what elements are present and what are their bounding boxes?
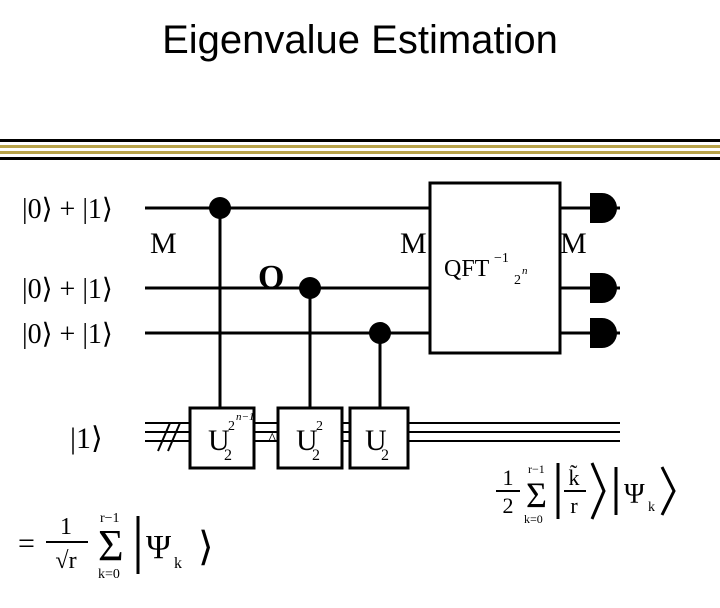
svg-text:r−1: r−1 xyxy=(528,462,545,476)
svg-text:1: 1 xyxy=(503,465,514,490)
svg-text:2: 2 xyxy=(316,419,323,434)
svg-text:k: k xyxy=(174,555,182,572)
svg-text:=: = xyxy=(18,527,35,560)
svg-text:M: M xyxy=(150,227,177,260)
svg-text:r−1: r−1 xyxy=(100,511,120,526)
svg-text:2: 2 xyxy=(514,273,521,288)
circuit-diagram: |0⟩ + |1⟩|0⟩ + |1⟩|0⟩ + |1⟩|1⟩ MMMO U22n… xyxy=(0,63,720,603)
svg-text:Σ: Σ xyxy=(98,521,124,570)
svg-text:|0⟩ + |1⟩: |0⟩ + |1⟩ xyxy=(22,319,113,350)
svg-text:n: n xyxy=(522,265,528,277)
svg-text:k: k xyxy=(648,500,655,515)
svg-text:2: 2 xyxy=(224,447,232,464)
svg-text:O: O xyxy=(258,259,284,296)
svg-text:−1: −1 xyxy=(494,251,509,266)
svg-text:^: ^ xyxy=(268,429,277,449)
svg-text:2: 2 xyxy=(228,419,235,434)
svg-text:Ψ: Ψ xyxy=(146,529,171,566)
svg-text:k=0: k=0 xyxy=(98,567,120,582)
svg-text:k̃: k̃ xyxy=(569,465,580,490)
svg-text:M: M xyxy=(560,227,587,260)
svg-text:2: 2 xyxy=(503,493,514,518)
svg-text:|0⟩ + |1⟩: |0⟩ + |1⟩ xyxy=(22,194,113,225)
svg-text:|0⟩ + |1⟩: |0⟩ + |1⟩ xyxy=(22,274,113,305)
svg-text:M: M xyxy=(400,227,427,260)
svg-text:n−1: n−1 xyxy=(236,411,254,423)
svg-text:2: 2 xyxy=(312,447,320,464)
svg-text:1: 1 xyxy=(60,514,72,540)
svg-text:√r: √r xyxy=(55,548,76,574)
svg-text:Σ: Σ xyxy=(526,475,547,515)
svg-text:r: r xyxy=(570,493,578,518)
svg-text:⟩: ⟩ xyxy=(198,524,214,569)
svg-text:QFT: QFT xyxy=(444,256,490,282)
svg-text:2: 2 xyxy=(381,447,389,464)
svg-text:|1⟩: |1⟩ xyxy=(70,422,103,455)
svg-text:Ψ: Ψ xyxy=(624,479,645,510)
page-title: Eigenvalue Estimation xyxy=(0,0,720,63)
svg-text:k=0: k=0 xyxy=(524,512,543,526)
